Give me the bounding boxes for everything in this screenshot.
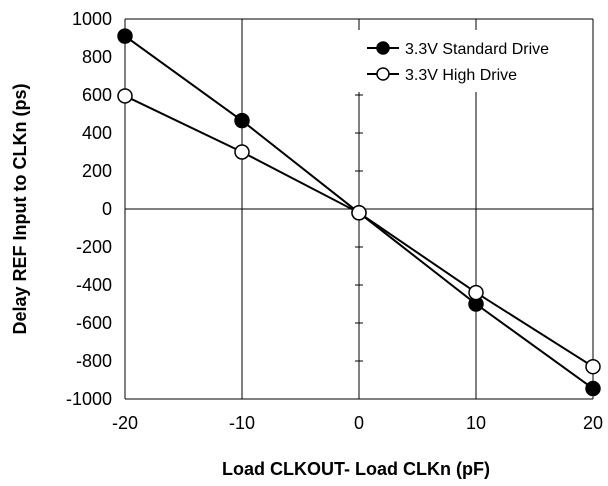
tick-labels: -1000-800-600-400-20002004006008001000-2…: [66, 9, 603, 433]
data-point-series-1: [585, 380, 601, 397]
data-point-series-2: [117, 88, 133, 104]
legend-marker-1: [376, 41, 390, 55]
y-tick-label: -1000: [66, 389, 112, 409]
legend-marker-2: [376, 67, 390, 81]
data-point-series-1: [234, 112, 250, 129]
y-tick-label: -800: [76, 351, 112, 371]
y-tick-label: -200: [76, 237, 112, 257]
x-tick-label: 10: [466, 413, 486, 433]
series-lines: [117, 28, 601, 397]
legend-label-2: 3.3V High Drive: [405, 67, 517, 84]
x-tick-label: -10: [229, 413, 255, 433]
y-tick-label: 800: [82, 47, 112, 67]
y-tick-label: 400: [82, 123, 112, 143]
legend-background: [355, 30, 585, 92]
data-point-series-2: [351, 205, 367, 221]
y-tick-label: 0: [102, 199, 112, 219]
y-axis-title: Delay REF Input to CLKn (ps): [10, 84, 30, 335]
y-tick-label: -400: [76, 275, 112, 295]
x-tick-label: 0: [354, 413, 364, 433]
data-point-series-1: [117, 28, 133, 44]
y-tick-label: 200: [82, 161, 112, 181]
x-tick-label: 20: [583, 413, 603, 433]
data-point-series-2: [234, 144, 250, 160]
data-point-series-2: [468, 284, 484, 301]
y-tick-label: -600: [76, 313, 112, 333]
legend: 3.3V Standard Drive 3.3V High Drive: [355, 30, 585, 92]
legend-label-1: 3.3V Standard Drive: [405, 41, 549, 58]
data-point-series-2: [585, 358, 601, 375]
x-tick-label: -20: [112, 413, 138, 433]
y-tick-label: 1000: [72, 9, 112, 29]
x-axis-title: Load CLKOUT- Load CLKn (pF): [222, 459, 490, 479]
y-tick-label: 600: [82, 85, 112, 105]
